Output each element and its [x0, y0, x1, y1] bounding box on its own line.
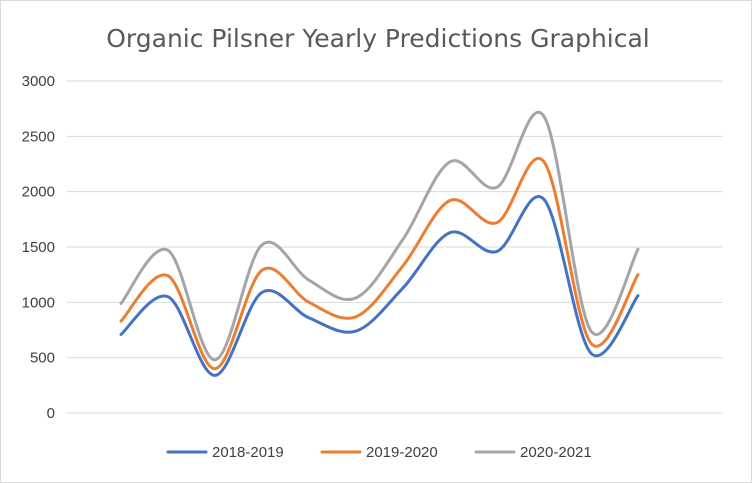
y-tick-label: 0: [47, 405, 55, 422]
legend: 2018-2019 2019-2020 2020-2021: [166, 444, 592, 461]
y-tick-label: 500: [30, 350, 55, 367]
y-axis-tick-labels: 0 500 1000 1500 2000 2500 3000: [22, 73, 55, 422]
series-line-2020-2021: [119, 111, 640, 362]
y-tick-label: 1000: [22, 294, 55, 311]
chart-title: Organic Pilsner Yearly Predictions Graph…: [106, 24, 650, 53]
series-lines: [119, 111, 640, 377]
series-line-2018-2019: [119, 195, 640, 377]
legend-label: 2020-2021: [520, 444, 592, 461]
gridlines: [67, 80, 723, 414]
series-line-2019-2020: [119, 157, 640, 371]
legend-label: 2018-2019: [212, 444, 284, 461]
y-tick-label: 2000: [22, 184, 55, 201]
y-tick-label: 3000: [22, 73, 55, 90]
y-tick-label: 1500: [22, 239, 55, 256]
y-tick-label: 2500: [22, 128, 55, 145]
legend-label: 2019-2020: [366, 444, 438, 461]
